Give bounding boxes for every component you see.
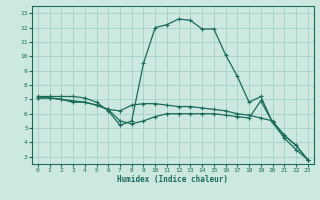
X-axis label: Humidex (Indice chaleur): Humidex (Indice chaleur) [117,175,228,184]
